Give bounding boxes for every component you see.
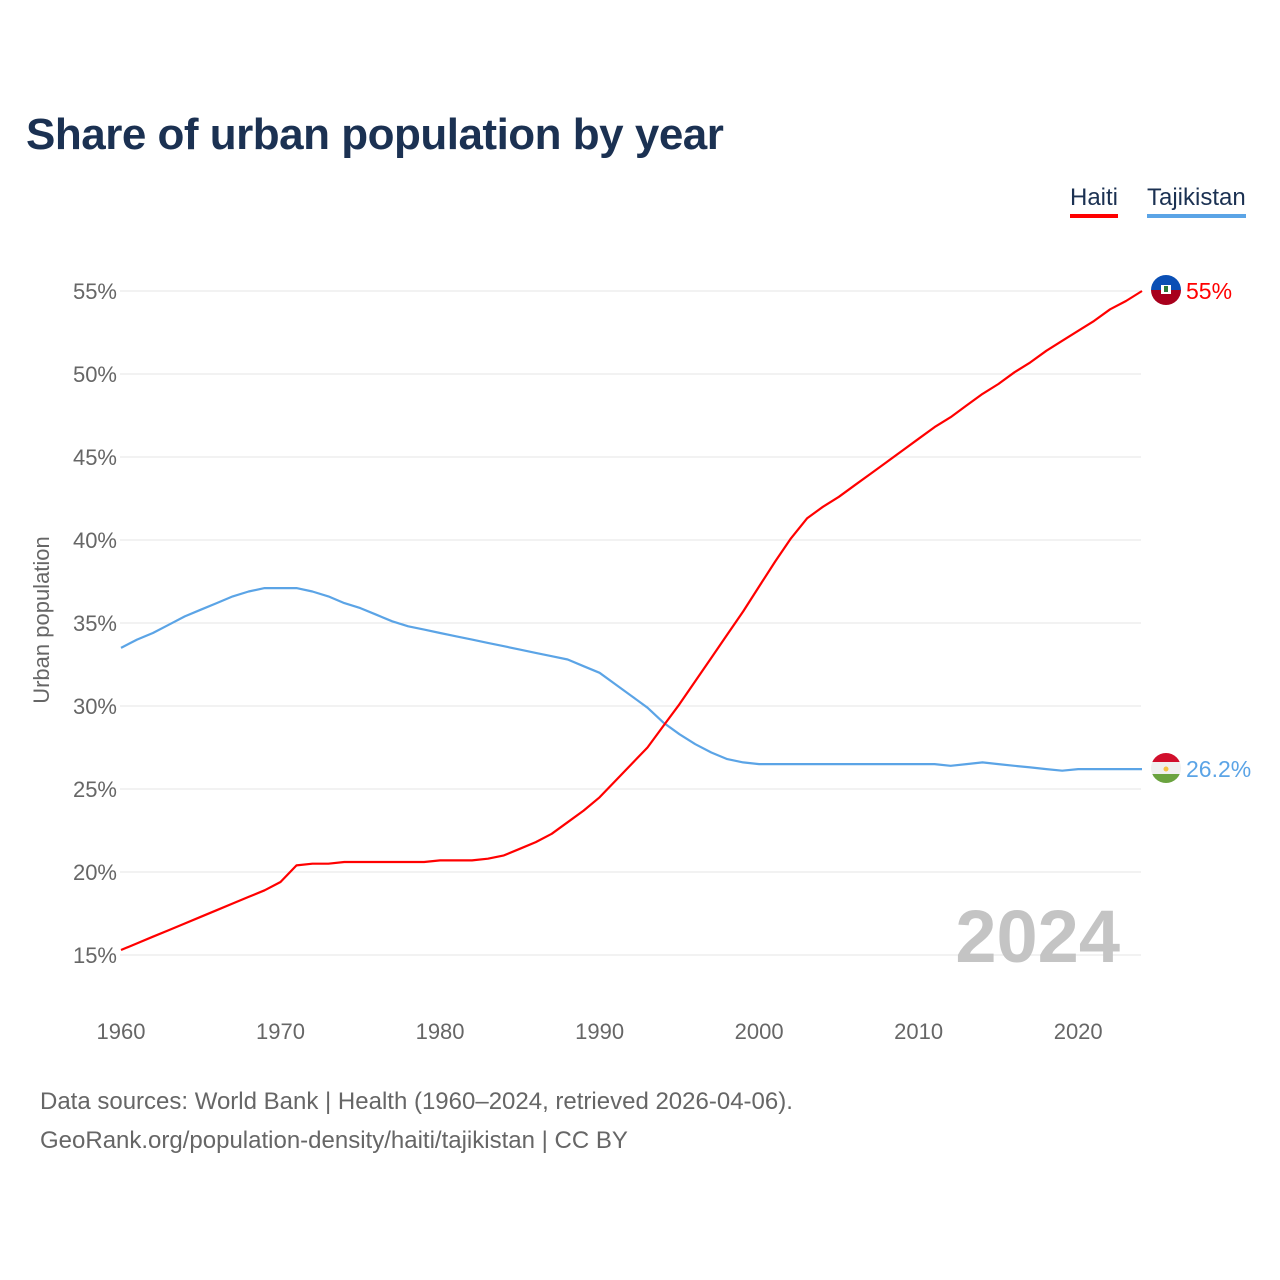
legend-item-haiti[interactable]: Haiti xyxy=(1070,184,1119,218)
year-watermark: 2024 xyxy=(955,895,1120,978)
y-tick-label: 40% xyxy=(73,528,117,553)
footer-sources: Data sources: World Bank | Health (1960–… xyxy=(40,1088,793,1115)
x-tick-label: 1990 xyxy=(575,1019,624,1044)
end-label-tajikistan: 26.2% xyxy=(1186,756,1251,782)
y-tick-label: 25% xyxy=(73,777,117,802)
x-tick-label: 2020 xyxy=(1054,1019,1103,1044)
tajikistan-flag-icon xyxy=(1151,753,1181,783)
x-tick-label: 1970 xyxy=(256,1019,305,1044)
y-tick-label: 35% xyxy=(73,611,117,636)
x-ticks: 1960 1970 1980 1990 2000 2010 2020 xyxy=(97,1019,1103,1044)
haiti-flag-icon xyxy=(1151,275,1181,305)
y-tick-label: 55% xyxy=(73,279,117,304)
grid-lines xyxy=(120,290,1141,956)
legend-item-tajikistan[interactable]: Tajikistan xyxy=(1147,184,1246,218)
y-tick-label: 50% xyxy=(73,362,117,387)
chart-title: Share of urban population by year xyxy=(26,110,724,159)
end-label-haiti: 55% xyxy=(1186,278,1232,304)
x-tick-label: 1980 xyxy=(416,1019,465,1044)
series-lines xyxy=(120,290,1143,952)
series-line-haiti xyxy=(120,290,1143,952)
y-tick-label: 45% xyxy=(73,445,117,470)
y-tick-label: 30% xyxy=(73,694,117,719)
y-ticks: 15% 20% 25% 30% 35% 40% 45% 50% 55% xyxy=(73,279,117,968)
y-tick-label: 15% xyxy=(73,943,117,968)
footer-link[interactable]: GeoRank.org/population-density/haiti/taj… xyxy=(40,1127,628,1154)
x-tick-label: 2000 xyxy=(735,1019,784,1044)
y-tick-label: 20% xyxy=(73,860,117,885)
series-line-tajikistan xyxy=(120,586,1142,772)
x-tick-label: 1960 xyxy=(97,1019,146,1044)
x-tick-label: 2010 xyxy=(894,1019,943,1044)
